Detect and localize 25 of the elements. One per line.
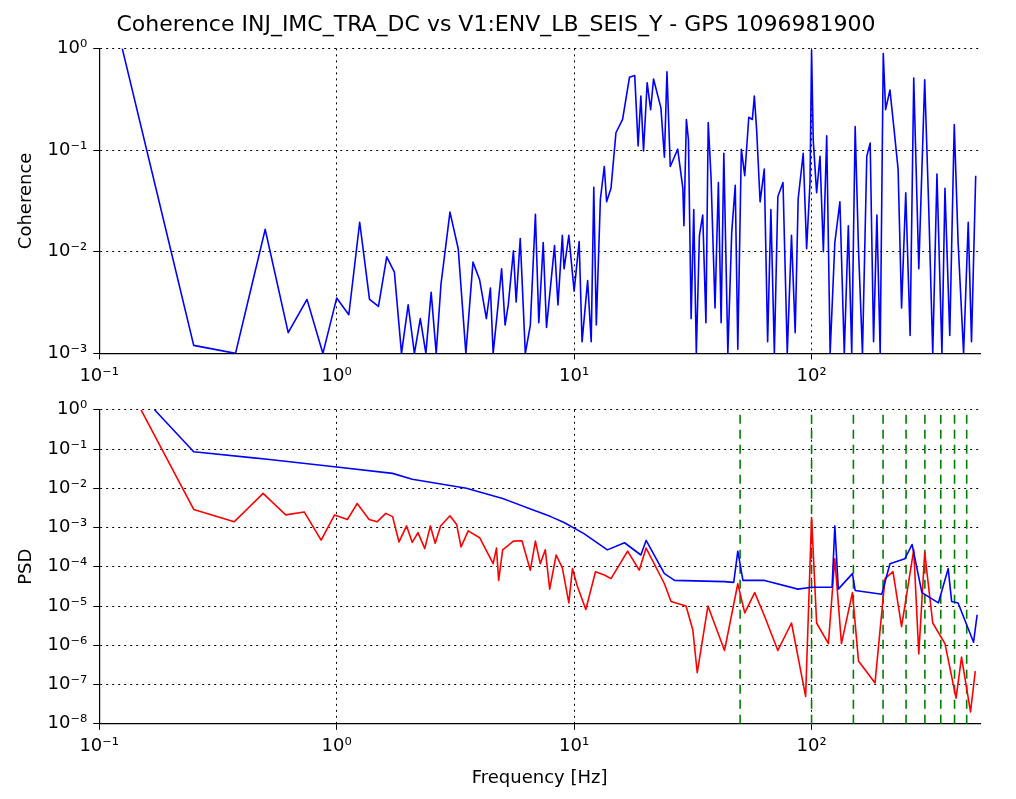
y-tick-label: 10⁻³	[47, 515, 88, 537]
x-tick-label: 10²	[796, 363, 827, 385]
y-tick-label: 10⁻⁷	[47, 672, 88, 694]
y-tick-label: 10⁻³	[47, 341, 88, 363]
x-tick-label: 10⁰	[321, 363, 352, 385]
x-tick-label: 10⁰	[321, 734, 352, 756]
x-tick-label: 10⁻¹	[79, 734, 120, 756]
x-tick-label: 10¹	[559, 734, 590, 756]
x-tick-label: 10⁻¹	[79, 363, 120, 385]
chart-title: Coherence INJ_IMC_TRA_DC vs V1:ENV_LB_SEIS_Y - GPS 1096981900	[116, 10, 876, 37]
y-tick-label: 10⁻¹	[47, 137, 88, 159]
y-tick-label: 10⁻⁵	[47, 593, 88, 615]
y-axis-title: PSD	[14, 548, 36, 585]
x-tick-label: 10¹	[559, 363, 590, 385]
y-tick-label: 10⁻⁴	[47, 554, 88, 576]
y-tick-label: 10⁻¹	[47, 436, 88, 458]
y-tick-label: 10⁰	[57, 36, 88, 58]
x-tick-label: 10²	[796, 734, 827, 756]
y-axis-title: Coherence	[14, 152, 36, 250]
y-tick-label: 10⁻⁸	[47, 711, 88, 733]
y-tick-label: 10⁰	[57, 397, 88, 419]
y-tick-label: 10⁻⁶	[47, 632, 88, 654]
y-tick-label: 10⁻²	[47, 239, 88, 261]
y-tick-label: 10⁻²	[47, 475, 88, 497]
x-axis-title: Frequency [Hz]	[471, 765, 608, 787]
